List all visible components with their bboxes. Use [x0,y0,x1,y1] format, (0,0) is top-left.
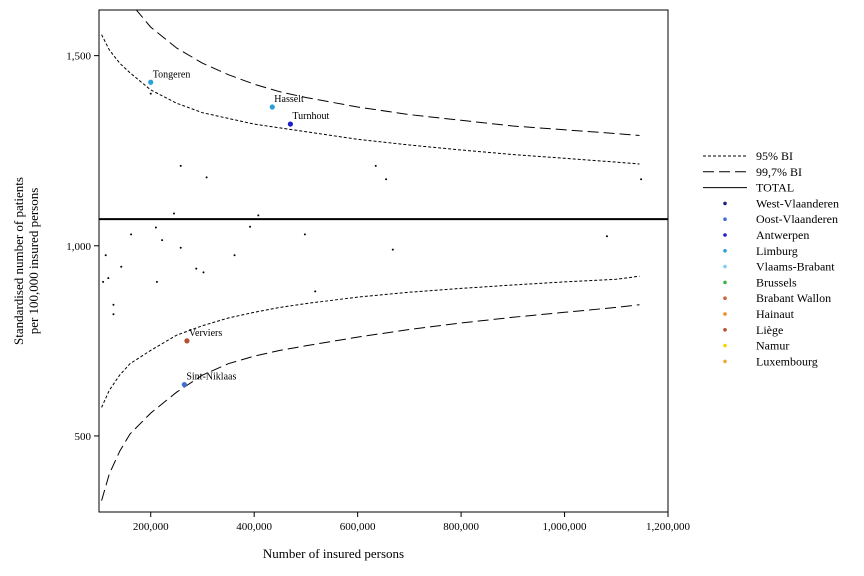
data-point-4 [257,214,260,217]
legend-marker-4 [723,264,727,269]
highlight-label-0: Tongeren [153,69,191,80]
data-point-3 [173,212,176,215]
x-tick-label-5: 1,200,000 [646,521,691,533]
data-point-13 [130,233,133,236]
y-tick-label-1: 1,000 [66,241,91,253]
y-axis-title-line-1: per 100,000 insured persons [26,188,41,335]
y-axis-title-line-0: Standardised number of patients [11,177,26,345]
data-point-18 [120,265,123,268]
data-point-23 [155,280,158,283]
highlight-label-1: Hasselt [274,94,304,105]
legend-series-label-1: Oost-Vlaanderen [756,212,838,226]
data-point-14 [161,239,164,242]
data-point-24 [314,290,317,293]
data-point-26 [112,313,115,316]
data-point-12 [154,226,157,229]
x-axis-title: Number of insured persons [263,546,404,561]
data-point-1 [179,164,182,167]
data-point-20 [202,271,205,274]
highlight-point-3 [184,338,190,344]
legend-marker-7 [723,312,727,316]
legend-marker-3 [723,249,727,253]
legend-series-label-0: West-Vlaanderen [756,196,839,210]
x-tick-label-1: 400,000 [236,521,272,533]
data-point-17 [104,254,107,257]
ci997-lower-line [101,304,640,501]
highlight-label-3: Verviers [189,328,222,339]
data-point-19 [195,267,198,270]
legend-series-label-10: Luxembourg [756,354,818,368]
ci95-lower-line [101,275,640,408]
data-point-16 [179,246,182,249]
data-point-10 [303,233,306,236]
legend-series-label-6: Brabant Wallon [756,291,831,305]
ci95-upper-line [101,34,640,165]
data-point-0 [149,92,152,95]
data-point-22 [102,280,105,283]
x-tick-label-0: 200,000 [133,521,169,533]
plot-frame [98,9,669,513]
highlight-point-2 [287,121,293,127]
highlight-point-4 [181,381,187,388]
legend-series-label-7: Hainaut [756,307,795,321]
data-point-5 [374,164,377,167]
legend-series-label-9: Namur [756,339,789,353]
data-point-11 [249,225,252,228]
highlight-point-1 [269,104,275,110]
highlight-label-2: Turnhout [292,111,329,122]
plot-inner: Tongeren Hasselt Turnhout Verviers Sint-Nikl… [99,10,668,501]
legend-marker-9 [723,343,727,348]
x-tick-label-2: 600,000 [340,521,376,533]
legend-marker-6 [723,296,727,301]
data-point-15 [233,254,236,257]
legend-marker-10 [723,359,727,364]
data-point-8 [605,235,608,238]
legend-marker-1 [723,217,727,221]
legend-series-label-3: Limburg [756,244,798,258]
legend-marker-5 [723,280,727,285]
legend-label-2: TOTAL [756,181,794,195]
x-tick-label-3: 800,000 [443,521,479,533]
data-point-9 [391,248,394,251]
legend-series-label-4: Vlaams-Brabant [756,260,835,274]
legend-series-label-5: Brussels [756,275,797,289]
legend-series-label-8: Liège [756,323,783,337]
highlight-point-0 [148,79,154,85]
legend-marker-2 [723,233,727,237]
x-tick-label-4: 1,000,000 [543,521,588,533]
data-point-7 [640,178,643,181]
legend-marker-8 [723,328,727,332]
y-tick-label-2: 1,500 [66,51,91,63]
plot-area: Tongeren Hasselt Turnhout Verviers Sint-Nikl… [99,10,668,501]
legend-label-0: 95% BI [756,149,793,163]
legend-marker-0 [723,201,727,206]
legend-series-label-2: Antwerpen [756,228,809,242]
highlight-label-4: Sint-Niklaas [186,372,236,383]
axes: 200,000 400,000 600,000 800,000 1,000,000 1,2… [11,9,691,561]
data-point-6 [385,178,388,181]
data-point-25 [112,303,115,306]
data-point-21 [107,277,110,280]
legend-label-1: 99,7% BI [756,165,802,179]
data-point-2 [205,176,208,179]
y-tick-label-0: 500 [75,431,92,443]
